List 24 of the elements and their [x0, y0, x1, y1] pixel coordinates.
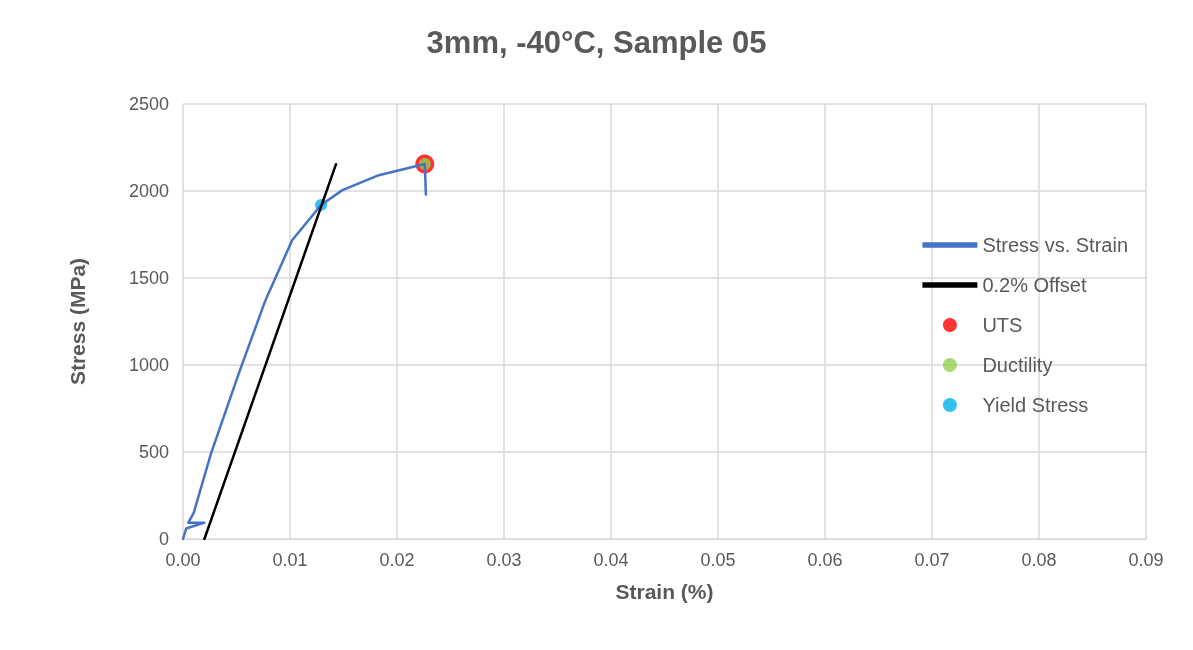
x-tick-label: 0.01	[272, 550, 308, 570]
y-tick-label: 500	[138, 442, 169, 462]
legend-label: Yield Stress	[982, 394, 1089, 416]
y-tick-label: 2000	[128, 181, 169, 201]
legend-label: Stress vs. Strain	[982, 234, 1129, 256]
legend-label: 0.2% Offset	[982, 274, 1087, 296]
chart-title: 3mm, -40°C, Sample 05	[426, 25, 767, 60]
x-tick-label: 0.08	[1021, 550, 1057, 570]
x-tick-label: 0.07	[914, 550, 950, 570]
y-axis-title: Stress (MPa)	[66, 257, 89, 386]
x-tick-label: 0.00	[165, 550, 201, 570]
y-tick-label: 1500	[128, 268, 169, 288]
y-tick-label: 1000	[128, 355, 169, 375]
legend-label: UTS	[982, 314, 1023, 336]
x-tick-label: 0.05	[700, 550, 736, 570]
x-tick-label: 0.03	[486, 550, 522, 570]
x-tick-label: 0.06	[807, 550, 843, 570]
x-tick-label: 0.02	[379, 550, 415, 570]
x-tick-label: 0.09	[1128, 550, 1164, 570]
legend-label: Ductility	[982, 354, 1053, 376]
x-axis-title: Strain (%)	[615, 580, 714, 603]
y-tick-label: 2500	[128, 94, 169, 114]
x-tick-label: 0.04	[593, 550, 629, 570]
y-tick-label: 0	[158, 529, 169, 549]
